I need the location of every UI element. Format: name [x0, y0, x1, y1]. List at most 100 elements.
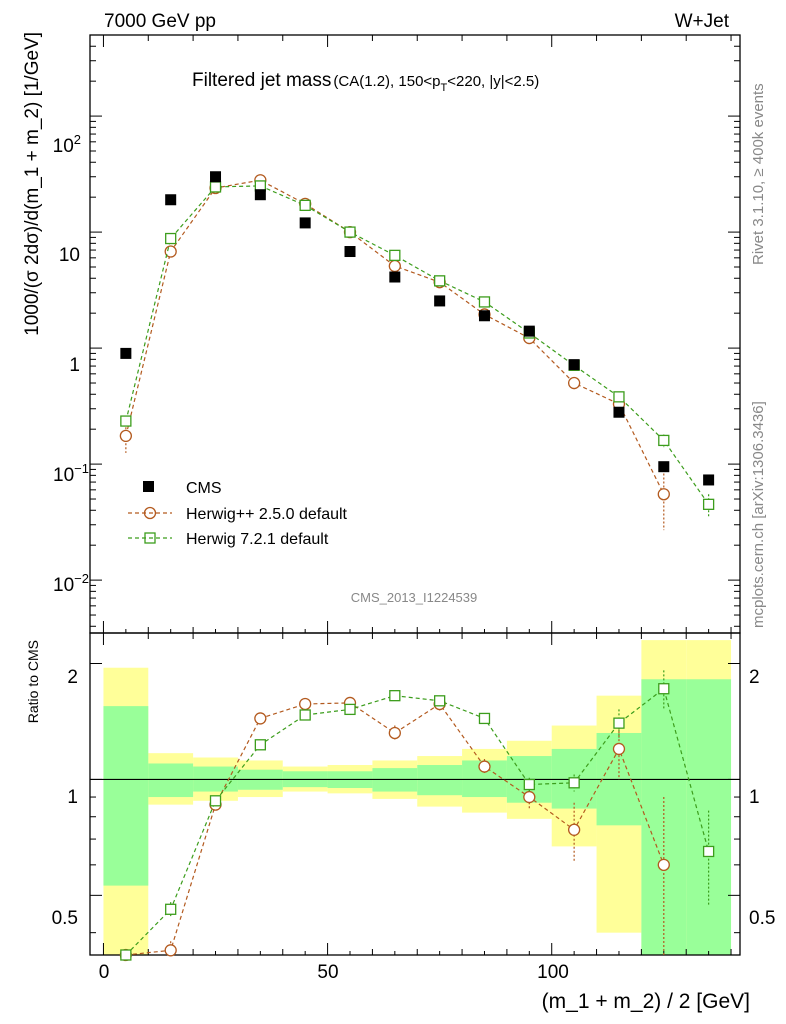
plot-title-main: Filtered jet mass: [192, 70, 331, 91]
ratio-herwig7-point: [389, 690, 401, 702]
main-herwig7-point: [434, 275, 446, 287]
cms-data-point: [478, 310, 490, 322]
ratio-herwigpp-point: [299, 697, 312, 711]
ratio-herwig7-point: [568, 777, 580, 789]
main-herwigpp-line: [125, 179, 665, 495]
main-ytick-label-1e-1: 10−1: [53, 461, 89, 486]
cms-data-point: [210, 171, 222, 183]
ratio-herwigpp-point: [612, 742, 626, 756]
ratio-ytick-label-2-left: 2: [67, 667, 78, 688]
ratio-ytick-label-05-left: 0.5: [52, 908, 78, 929]
main-ytick-label-1e-2: 10−2: [53, 571, 89, 596]
ratio-plot-frame: [89, 632, 741, 956]
ratio-herwig7-point: [254, 739, 266, 751]
ratio-herwigpp-point: [478, 760, 491, 773]
cms-data-point: [389, 271, 401, 283]
main-herwigpp-point: [388, 259, 401, 273]
main-herwig7-point: [299, 199, 311, 212]
ratio-ytick-label-05-right: 0.5: [749, 908, 775, 929]
cms-data-point: [254, 189, 266, 201]
main-cms-series: [120, 171, 715, 486]
cms-data-point: [523, 325, 535, 337]
main-herwig7-point: [702, 498, 715, 510]
legend: CMS Herwig++ 2.5.0 default Herwig 7.2.1 …: [128, 480, 348, 548]
ratio-herwig7-point: [658, 683, 670, 695]
analysis-watermark: CMS_2013_I1224539: [351, 590, 478, 605]
ratio-herwigpp-point: [567, 823, 581, 836]
ratio-ylabel: Ratio to CMS: [25, 640, 41, 723]
cms-data-point: [120, 347, 132, 359]
ratio-herwig7-point: [209, 795, 222, 807]
main-herwig7-point: [165, 232, 177, 245]
ratio-herwig7-point: [702, 845, 715, 858]
main-herwig7-point: [478, 296, 491, 308]
main-herwig7-point: [344, 226, 356, 238]
main-herwig7-line: [125, 185, 710, 505]
header-right: W+Jet: [675, 11, 730, 32]
cms-data-point: [299, 217, 311, 229]
ratio-herwig7-series: [120, 670, 715, 961]
legend-label-herwigpp: Herwig++ 2.5.0 default: [186, 506, 348, 523]
main-herwigpp-series: [119, 174, 670, 531]
cms-data-point: [703, 474, 715, 486]
ratio-herwig7-point: [165, 903, 177, 915]
band-inner-bin: [103, 706, 149, 886]
ratio-herwig7-point: [613, 717, 625, 729]
main-ytick-label-1e1: 10: [59, 245, 80, 266]
ratio-ytick-label-1-right: 1: [749, 787, 760, 808]
cms-data-point: [165, 194, 177, 206]
ratio-ytick-label-2-right: 2: [749, 667, 760, 688]
ratio-ytick-label-1-left: 1: [67, 787, 78, 808]
ratio-herwig7-line: [125, 687, 710, 956]
plot-title-detail-b: <220, |y|<2.5): [447, 73, 539, 90]
main-herwigpp-point: [567, 376, 581, 390]
ratio-herwig7-point: [523, 778, 535, 791]
main-ytick-label-1e0: 1: [69, 355, 80, 376]
ratio-herwigpp-point: [254, 712, 267, 725]
plot-title: Filtered jet mass (CA(1.2), 150<pT<220, |…: [192, 70, 539, 94]
legend-marker-herwig7: [144, 532, 156, 544]
ratio-herwigpp-point: [164, 944, 177, 957]
legend-label-herwig7: Herwig 7.2.1 default: [186, 531, 329, 548]
cms-data-point: [344, 246, 356, 258]
legend-label-cms: CMS: [186, 480, 222, 497]
band-inner-bin: [148, 763, 194, 798]
ratio-uncertainty-bands: [103, 640, 732, 955]
cms-data-point: [658, 461, 670, 473]
main-herwig7-point: [613, 391, 625, 403]
ratio-herwig7-point: [478, 712, 491, 725]
main-herwig7-point: [209, 181, 222, 193]
main-ytick-label-1e2: 102: [53, 132, 81, 157]
xtick-label-0: 0: [99, 962, 110, 983]
ratio-herwigpp-point: [388, 726, 401, 740]
main-herwigpp-point: [119, 429, 133, 443]
xlabel: (m_1 + m_2) / 2 [GeV]: [542, 990, 750, 1013]
plot-title-detail-sub: T: [441, 82, 448, 94]
rivet-label: Rivet 3.1.10, ≥ 400k events: [750, 83, 767, 265]
plot-title-detail-a: (CA(1.2), 150<p: [333, 73, 440, 90]
cms-data-point: [568, 359, 580, 371]
ratio-herwig7-point: [299, 709, 311, 721]
cms-data-point: [434, 295, 446, 307]
main-herwigpp-point: [657, 488, 670, 501]
main-herwig7-point: [658, 434, 670, 447]
band-inner-bin: [686, 679, 732, 955]
band-inner-bin: [417, 765, 463, 796]
ratio-herwig7-point: [434, 695, 446, 707]
legend-marker-cms: [143, 481, 154, 492]
main-herwig7-point: [120, 415, 132, 427]
main-herwig7-point: [389, 249, 401, 262]
ratio-herwigpp-point: [657, 858, 670, 872]
ratio-herwigpp-point: [523, 790, 536, 804]
header-left: 7000 GeV pp: [104, 11, 216, 32]
legend-marker-herwigpp: [143, 506, 157, 520]
xtick-label-50: 50: [317, 962, 338, 983]
axis-ticks: [90, 34, 740, 955]
xtick-label-100: 100: [537, 962, 569, 983]
mcplots-label: mcplots.cern.ch [arXiv:1306.3436]: [750, 401, 767, 628]
main-herwig7-series: [120, 180, 715, 517]
ratio-herwig7-point: [344, 703, 356, 716]
main-ylabel: 1000/(σ 2dσ)/d(m_1 + m_2) [1/GeV]: [22, 32, 43, 336]
ratio-herwig7-point: [120, 949, 132, 961]
